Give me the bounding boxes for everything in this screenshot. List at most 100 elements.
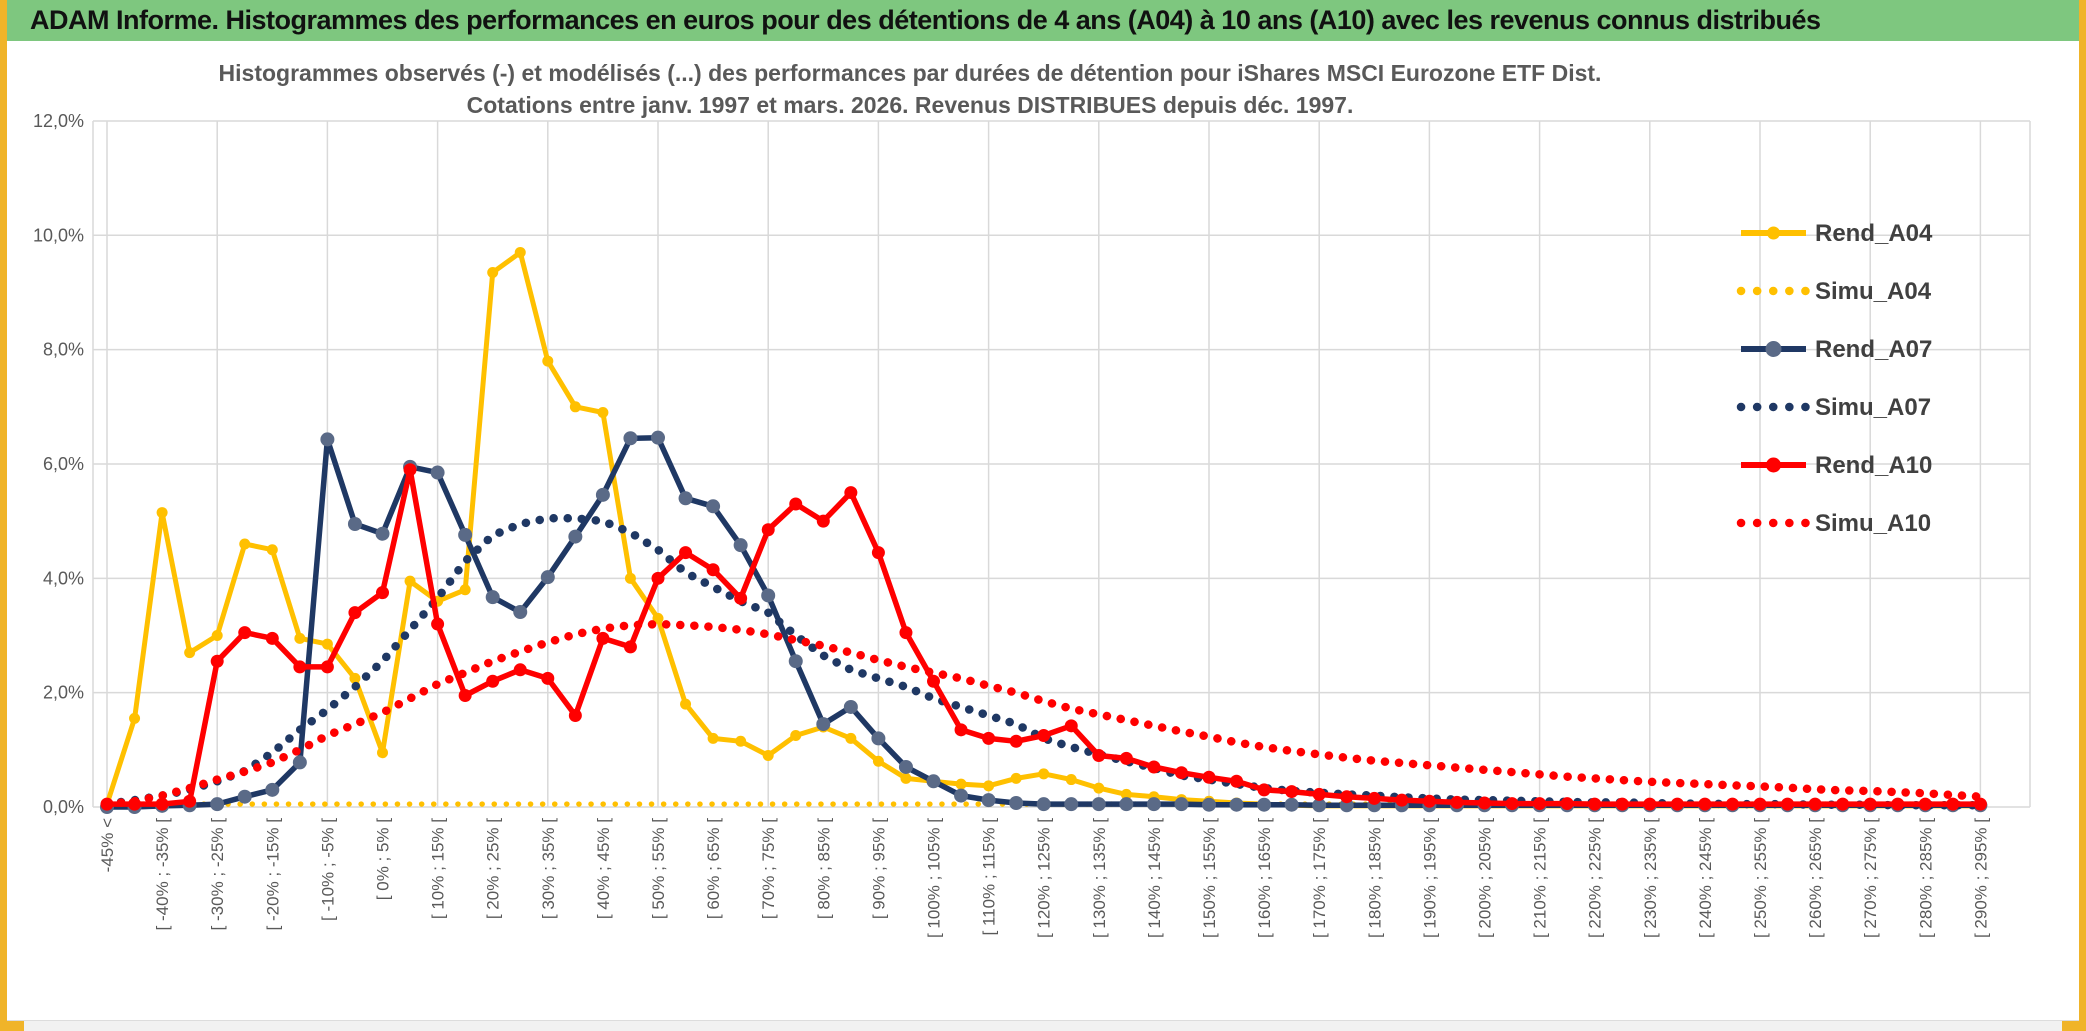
series-Rend_A10-marker: [1808, 797, 1822, 811]
series-Rend_A10-marker: [1505, 797, 1519, 811]
x-tick-label: [ 120% ; 125% [: [1035, 818, 1054, 938]
x-tick-label: [ 170% ; 175% [: [1310, 818, 1329, 938]
series-Rend_A07-marker: [623, 431, 638, 446]
series-Rend_A07-line: [107, 434, 1981, 810]
legend-marker-Rend_A04: [1767, 226, 1780, 240]
x-axis-labels: -45% < [ -40% ; -35% [[ -30% ; -25% [[ -2…: [98, 818, 1990, 938]
series-Rend_A04-marker: [184, 647, 196, 659]
legend-label: Simu_A07: [1815, 394, 1931, 421]
series-Rend_A07-marker: [210, 797, 225, 812]
series-Rend_A10-marker: [376, 586, 389, 600]
x-tick-label: [ 180% ; 185% [: [1365, 818, 1384, 938]
series-Rend_A04-marker: [707, 732, 719, 744]
chart-title-line1: Histogrammes observés (-) et modélisés (…: [218, 60, 1602, 86]
x-tick-label: [ 240% ; 245% [: [1696, 818, 1715, 938]
series-Rend_A10-marker: [1863, 797, 1877, 811]
series-Rend_A07-marker: [733, 538, 748, 553]
series-Rend_A04-marker: [597, 407, 609, 419]
series-Rend_A07-marker: [430, 465, 445, 480]
series-Rend_A04-marker: [1038, 768, 1050, 780]
series-Rend_A10-marker: [458, 689, 472, 703]
legend-item-Simu_A07: Simu_A07: [1736, 394, 1931, 421]
x-tick-label: [ 60% ; 65% [: [704, 818, 723, 919]
series-Rend_A04-marker: [404, 575, 416, 587]
x-tick-label: [ 150% ; 155% [: [1200, 818, 1219, 938]
series-Rend_A04-marker: [983, 780, 995, 792]
x-tick-label: [ 100% ; 105% [: [925, 818, 944, 938]
series-Rend_A07-marker: [843, 699, 858, 714]
series-Rend_A10-marker: [789, 497, 803, 511]
series-Rend_A07-marker: [1174, 797, 1189, 812]
x-tick-label: [ 190% ; 195% [: [1420, 818, 1439, 938]
series-Rend_A04-marker: [1120, 788, 1132, 800]
series-Rend_A07-marker: [1036, 797, 1051, 812]
y-tick-label: 0,0%: [43, 797, 84, 817]
series-Rend_A10-marker: [844, 486, 858, 500]
series-Rend_A07-marker: [788, 654, 803, 669]
series-Rend_A04-marker: [872, 755, 884, 767]
left-gold-border: [0, 0, 7, 1031]
series-Rend_A10-marker: [927, 674, 940, 688]
series-Rend_A10-marker: [734, 591, 748, 605]
series-Rend_A07-marker: [871, 731, 886, 746]
legend: Rend_A04 Simu_A04 Rend_A07 Simu_A07 Rend_A10…: [1736, 220, 1933, 537]
footer-corner-right: [2062, 1021, 2086, 1031]
series-Rend_A10-marker: [183, 794, 197, 808]
series-Rend_A07-marker: [898, 759, 913, 774]
series-Simu_A10-line: [102, 619, 1985, 809]
series-Rend_A10-marker: [541, 671, 555, 685]
series-Rend_A10-marker: [155, 797, 169, 811]
series-Rend_A10-marker: [1588, 797, 1602, 811]
series-Rend_A10-marker: [1147, 760, 1161, 774]
series-Rend_A07-marker: [1119, 797, 1134, 812]
series-Rend_A10-marker: [1781, 797, 1795, 811]
series-Rend_A10-marker: [1725, 797, 1739, 811]
x-tick-label: [ 280% ; 285% [: [1916, 818, 1935, 938]
legend-label: Rend_A04: [1815, 220, 1933, 247]
series-Rend_A04-marker: [156, 507, 168, 519]
x-tick-label: [ 10% ; 15% [: [429, 818, 448, 919]
series-Rend_A04-marker: [1010, 772, 1022, 784]
x-tick-label: [ 290% ; 295% [: [1971, 818, 1990, 938]
x-tick-label: [ -20% ; -15% [: [263, 818, 282, 931]
series-Rend_A04-marker: [129, 712, 141, 724]
series-Rend_A07-marker: [375, 526, 390, 541]
series-Rend_A04-marker: [542, 355, 554, 367]
x-tick-label: [ 270% ; 275% [: [1861, 818, 1880, 938]
series-Rend_A10-marker: [1312, 787, 1326, 801]
series-Rend_A10-marker: [1753, 797, 1767, 811]
series-Rend_A07-marker: [816, 717, 831, 732]
series-Rend_A10-marker: [623, 640, 637, 654]
series-Rend_A10-marker: [403, 463, 417, 477]
series-Rend_A07-marker: [1312, 798, 1327, 813]
x-tick-label: [ 110% ; 115% [: [980, 818, 999, 936]
legend-label: Simu_A10: [1815, 510, 1931, 537]
series-Rend_A10-marker: [1119, 751, 1133, 765]
series-Rend_A07-marker: [1146, 797, 1161, 812]
y-tick-label: 8,0%: [43, 340, 84, 360]
series-Rend_A07-marker: [458, 527, 473, 542]
series-Rend_A07-marker: [926, 774, 941, 789]
series-Rend_A07-marker: [1202, 797, 1216, 812]
series-Rend_A10-marker: [1395, 793, 1409, 807]
series-Rend_A10: [100, 463, 1987, 811]
series-Rend_A07-marker: [1009, 795, 1024, 810]
legend-item-Rend_A04: Rend_A04: [1741, 220, 1933, 247]
series-Rend_A04-marker: [321, 638, 333, 650]
series-Rend_A04-marker: [294, 632, 306, 644]
series-Rend_A07-marker: [540, 570, 555, 585]
series-Rend_A10-marker: [679, 546, 693, 560]
series-Rend_A10-marker: [954, 723, 968, 737]
series-Rend_A04-line: [104, 250, 1981, 809]
series-Rend_A07-marker: [1284, 797, 1299, 812]
footer-strip: [0, 1020, 2086, 1031]
x-tick-label: [ 80% ; 85% [: [814, 818, 833, 919]
x-tick-label: [ 90% ; 95% [: [869, 818, 888, 919]
series-Rend_A10-marker: [1670, 797, 1684, 811]
gridlines: [92, 120, 2031, 808]
series-Rend_A04-marker: [735, 735, 747, 747]
series-Rend_A10-marker: [1643, 797, 1657, 811]
series-Rend_A10-marker: [1973, 797, 1987, 811]
